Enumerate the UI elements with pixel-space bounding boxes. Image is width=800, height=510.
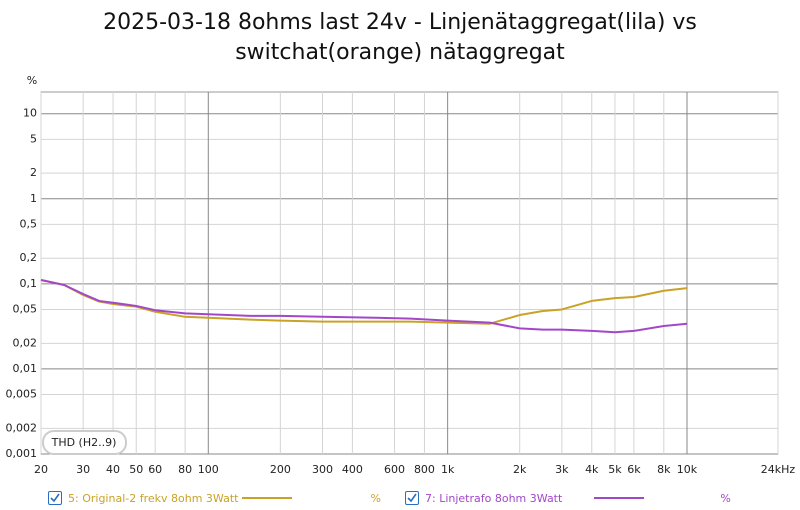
y-tick-label: 0,05: [13, 302, 38, 315]
x-tick-label: 3k: [555, 463, 569, 476]
legend-swatch: [242, 497, 293, 499]
y-axis-label: %: [27, 74, 37, 87]
x-tick-label: 2k: [513, 463, 527, 476]
legend-label: 7: Linjetrafo 8ohm 3Watt: [425, 491, 563, 505]
x-tick-label: 300: [312, 463, 333, 476]
chart: % 10 5 2 1 0,5 0,2 0,1 0,05 0,02 0,01 0,005 0,002 0,…: [6, 74, 796, 476]
x-tick-label: 4k: [585, 463, 599, 476]
legend-swatch: [594, 497, 645, 499]
x-tick-label: 30: [76, 463, 90, 476]
x-tick-label: 8k: [657, 463, 671, 476]
y-tick-label: 0,1: [20, 277, 38, 290]
x-tick-label: 10k: [677, 463, 698, 476]
chart-title: 2025-03-18 8ohms last 24v - Linjenätaggr…: [103, 10, 697, 65]
y-tick-label: 0,001: [6, 447, 38, 460]
y-tick-label: 0,02: [13, 336, 38, 349]
plot-area: [40, 91, 779, 455]
legend-item[interactable]: 5: Original-2 frekv 8ohm 3Watt %: [48, 489, 381, 507]
checkbox[interactable]: [48, 491, 62, 505]
x-tick-label: 20: [34, 463, 48, 476]
check-icon: [407, 493, 417, 503]
y-tick-label: 0,01: [13, 362, 38, 375]
legend-unit: %: [370, 491, 381, 505]
legend-item[interactable]: 7: Linjetrafo 8ohm 3Watt %: [405, 489, 731, 507]
series-line: [40, 279, 688, 325]
y-tick-label: 1: [30, 192, 37, 205]
x-tick-label: 400: [342, 463, 363, 476]
series-line: [40, 279, 688, 334]
legend-label: 5: Original-2 frekv 8ohm 3Watt: [68, 491, 239, 505]
x-tick-label: 40: [106, 463, 120, 476]
x-tick-label: 1k: [441, 463, 455, 476]
x-tick-label: 50: [129, 463, 143, 476]
x-tick-label: 80: [178, 463, 192, 476]
x-tick-label: 60: [148, 463, 162, 476]
annotation: THD (H2..9): [51, 436, 117, 449]
annotation-box: [42, 430, 127, 455]
x-tick-label: 800: [414, 463, 435, 476]
x-tick-label: 600: [384, 463, 405, 476]
y-tick-label: 5: [30, 132, 37, 145]
legend-unit: %: [720, 491, 731, 505]
y-tick-label: 0,2: [20, 251, 38, 264]
y-tick-label: 2: [30, 166, 37, 179]
x-tick-label: 24kHz: [761, 463, 796, 476]
check-icon: [50, 493, 60, 503]
y-tick-label: 0,002: [6, 421, 38, 434]
x-tick-label: 6k: [627, 463, 641, 476]
x-tick-label: 200: [270, 463, 291, 476]
x-tick-label: 5k: [608, 463, 622, 476]
y-tick-label: 10: [23, 107, 37, 120]
y-tick-label: 0,005: [6, 388, 38, 401]
x-tick-label: 100: [198, 463, 219, 476]
checkbox[interactable]: [405, 491, 419, 505]
y-tick-label: 0,5: [20, 217, 38, 230]
